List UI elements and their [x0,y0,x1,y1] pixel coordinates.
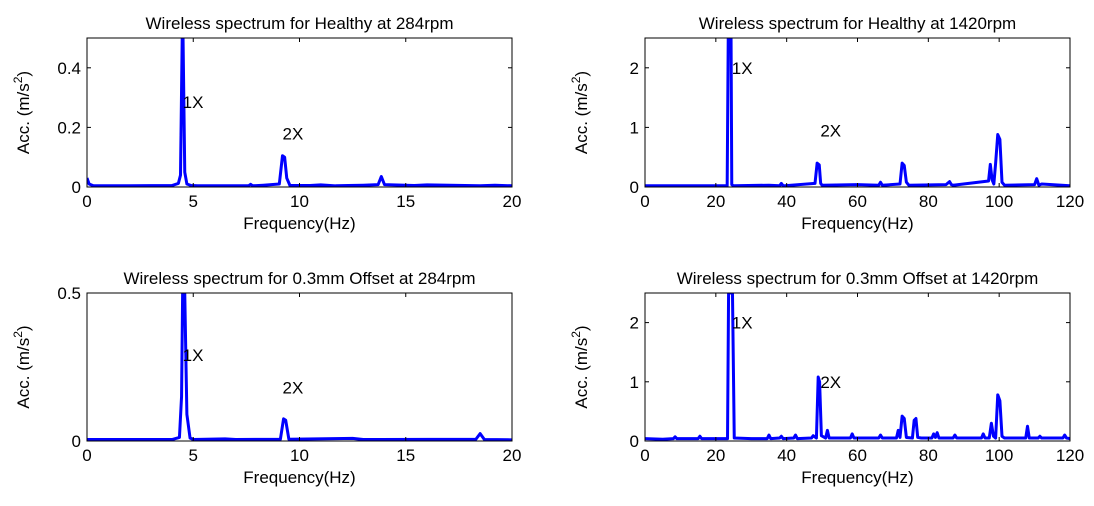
x-tick-label: 20 [503,446,522,465]
chart-title: Wireless spectrum for Healthy at 284rpm [146,14,454,33]
y-tick-label: 1 [630,118,639,137]
annotation-2x: 2X [283,124,304,143]
x-tick-label: 0 [640,446,649,465]
y-axis-label-superscript: 2 [11,76,25,83]
annotation-2x: 2X [283,379,304,398]
x-tick-label: 15 [396,446,415,465]
y-axis-label-end: ) [14,71,33,77]
y-tick-label: 0.4 [57,59,81,78]
x-tick-label: 10 [290,446,309,465]
x-tick-label: 100 [985,446,1013,465]
y-axis-label-text: Acc. (m/s [14,338,33,409]
plot-frame [86,37,513,188]
subplot-2: 0 20 40 60 80 100 120 0 1 2 Wireless spectrum for … [569,14,1084,233]
series-line [645,38,1070,187]
x-axis-label: Frequency(Hz) [801,214,913,233]
x-tick-label: 10 [290,192,309,211]
x-tick-label: 40 [777,446,796,465]
annotation-2x: 2X [820,373,841,392]
annotation-1x: 1X [732,59,753,78]
x-tick-label: 80 [919,192,938,211]
series-line [87,38,512,187]
y-axis-label-superscript: 2 [11,331,25,338]
x-tick-label: 20 [706,446,725,465]
x-tick-label: 5 [189,192,198,211]
chart-title: Wireless spectrum for Healthy at 1420rpm [699,14,1016,33]
y-tick-label: 0 [630,432,639,451]
y-tick-label: 0 [72,432,81,451]
y-axis-label: Acc. (m/s2) [11,325,33,408]
annotation-2x: 2X [820,121,841,140]
x-tick-label: 0 [82,446,91,465]
y-axis-label: Acc. (m/s2) [569,71,591,154]
y-axis-label-text: Acc. (m/s [572,83,591,154]
x-tick-label: 80 [919,446,938,465]
subplot-1: 0 5 10 15 20 0 0.2 0.4 Wireless spectrum for Hea… [11,14,521,233]
subplot-3: 0 5 10 15 20 0 0.5 Wireless spectrum for 0.3mm … [11,269,521,487]
y-tick-label: 0.2 [57,118,81,137]
annotation-1x: 1X [183,346,204,365]
y-tick-label: 1 [630,373,639,392]
y-axis-label-superscript: 2 [569,331,583,338]
subplot-4: 0 20 40 60 80 100 120 0 1 2 Wireless spectrum for … [569,269,1084,487]
plot-frame [644,292,1071,442]
chart-title: Wireless spectrum for 0.3mm Offset at 14… [677,269,1039,288]
x-tick-label: 15 [396,192,415,211]
x-tick-label: 60 [848,192,867,211]
plot-frame [644,37,1071,188]
y-axis-label-end: ) [572,71,591,77]
x-tick-label: 120 [1056,192,1084,211]
y-tick-label: 0 [72,178,81,197]
series-line [87,293,512,441]
y-tick-label: 2 [630,314,639,333]
series-line [645,293,1070,441]
x-tick-label: 5 [189,446,198,465]
x-axis-label: Frequency(Hz) [801,468,913,487]
chart-title: Wireless spectrum for 0.3mm Offset at 28… [123,269,475,288]
x-tick-label: 0 [82,192,91,211]
y-axis-label-end: ) [14,325,33,331]
annotation-1x: 1X [732,314,753,333]
x-tick-label: 0 [640,192,649,211]
y-tick-label: 0 [630,178,639,197]
plot-frame [86,292,513,442]
y-axis-label-text: Acc. (m/s [572,338,591,409]
x-tick-label: 20 [706,192,725,211]
x-tick-label: 60 [848,446,867,465]
x-tick-label: 40 [777,192,796,211]
y-axis-label: Acc. (m/s2) [569,325,591,408]
annotation-1x: 1X [183,93,204,112]
x-axis-label: Frequency(Hz) [243,468,355,487]
x-axis-label: Frequency(Hz) [243,214,355,233]
y-tick-label: 2 [630,59,639,78]
y-axis-label-superscript: 2 [569,76,583,83]
y-tick-label: 0.5 [57,284,81,303]
y-axis-label: Acc. (m/s2) [11,71,33,154]
x-tick-label: 100 [985,192,1013,211]
x-tick-label: 120 [1056,446,1084,465]
y-axis-label-end: ) [572,325,591,331]
x-tick-label: 20 [503,192,522,211]
y-axis-label-text: Acc. (m/s [14,83,33,154]
